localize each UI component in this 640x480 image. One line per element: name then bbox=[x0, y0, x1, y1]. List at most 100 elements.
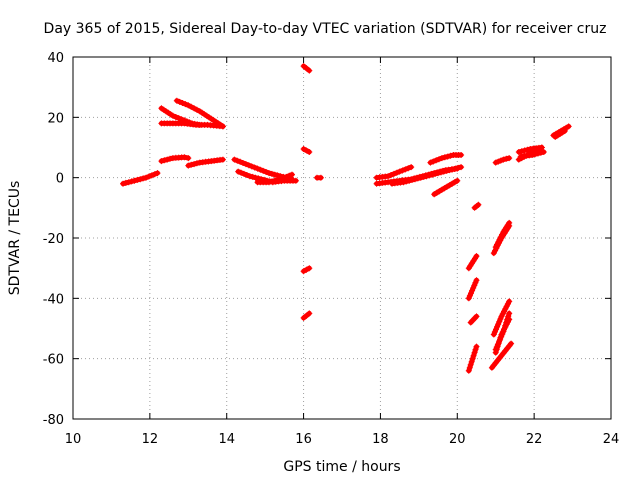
data-point bbox=[436, 156, 442, 163]
data-point bbox=[408, 164, 415, 171]
data-point bbox=[266, 170, 272, 177]
data-point bbox=[432, 170, 439, 177]
y-tick-label: 40 bbox=[47, 51, 64, 66]
data-point bbox=[521, 147, 528, 154]
data-point bbox=[435, 170, 442, 177]
data-series-arc-36 bbox=[552, 127, 568, 140]
data-point bbox=[515, 149, 522, 155]
data-point bbox=[417, 174, 424, 181]
data-point bbox=[193, 160, 200, 167]
data-point bbox=[490, 331, 497, 338]
data-point bbox=[468, 358, 475, 365]
x-tick-labels: 10 12 14 16 18 20 22 24 bbox=[65, 432, 620, 447]
data-point bbox=[409, 176, 416, 183]
data-point bbox=[231, 156, 238, 163]
data-point bbox=[263, 169, 270, 175]
data-point bbox=[219, 123, 226, 130]
data-point bbox=[446, 167, 453, 174]
data-point bbox=[423, 173, 430, 180]
y-tick-label: -20 bbox=[43, 232, 64, 247]
data-point bbox=[470, 352, 477, 359]
data-point bbox=[506, 155, 513, 162]
data-point bbox=[452, 165, 459, 172]
data-point bbox=[475, 201, 482, 208]
plot-frame bbox=[72, 56, 612, 420]
data-point bbox=[176, 98, 183, 105]
data-point bbox=[535, 150, 541, 157]
data-point bbox=[497, 157, 504, 164]
data-series-arc-13 bbox=[300, 265, 313, 275]
data-point bbox=[286, 172, 293, 179]
data-series-arc-29 bbox=[488, 340, 515, 371]
data-point bbox=[403, 178, 410, 185]
data-series-arc-34 bbox=[517, 149, 547, 160]
data-point bbox=[399, 167, 406, 174]
data-point bbox=[219, 156, 226, 163]
data-series-arc-18 bbox=[427, 152, 465, 166]
data-point bbox=[137, 176, 144, 183]
data-series-arc-9 bbox=[254, 171, 295, 186]
data-point bbox=[396, 168, 403, 175]
data-point bbox=[191, 161, 198, 168]
data-point bbox=[175, 115, 182, 122]
data-point bbox=[151, 171, 158, 178]
data-point bbox=[469, 355, 476, 362]
data-point bbox=[248, 163, 255, 170]
data-point bbox=[441, 154, 448, 161]
arc-band bbox=[468, 313, 479, 325]
data-point bbox=[271, 171, 278, 178]
data-point bbox=[493, 346, 500, 353]
data-point bbox=[254, 165, 261, 172]
data-point bbox=[143, 174, 149, 181]
data-point bbox=[508, 340, 515, 347]
data-point bbox=[131, 177, 138, 184]
data-point bbox=[430, 158, 437, 165]
data-point bbox=[472, 346, 479, 353]
data-point bbox=[234, 157, 241, 164]
data-point bbox=[246, 173, 253, 180]
data-point bbox=[388, 172, 394, 178]
data-point bbox=[538, 144, 545, 151]
data-point bbox=[537, 149, 544, 156]
data-point bbox=[167, 155, 173, 162]
data-point bbox=[245, 162, 252, 169]
data-point bbox=[125, 179, 132, 186]
data-point bbox=[120, 180, 126, 187]
x-tick-label: 12 bbox=[142, 432, 159, 447]
data-point bbox=[317, 174, 324, 181]
data-point bbox=[420, 173, 427, 180]
data-point bbox=[257, 166, 264, 173]
data-point bbox=[306, 67, 313, 74]
data-series-arc-31 bbox=[492, 155, 513, 166]
data-point bbox=[497, 316, 504, 322]
data-series-arc-11 bbox=[300, 146, 313, 155]
data-series-arc-14 bbox=[300, 310, 313, 321]
data-point bbox=[412, 176, 418, 183]
chart-title: Day 365 of 2015, Sidereal Day-to-day VTE… bbox=[44, 21, 607, 37]
data-point bbox=[529, 152, 536, 158]
data-point bbox=[266, 179, 272, 186]
data-point bbox=[182, 101, 189, 108]
data-point bbox=[494, 323, 501, 330]
data-point bbox=[455, 164, 462, 171]
data-point bbox=[249, 173, 256, 180]
data-series-arc-15 bbox=[373, 164, 415, 181]
data-point bbox=[271, 177, 278, 184]
data-series-arc-27 bbox=[490, 298, 513, 338]
data-point bbox=[385, 173, 392, 180]
data-point bbox=[172, 114, 179, 120]
data-point bbox=[235, 168, 242, 175]
data-point bbox=[467, 361, 474, 368]
data-point bbox=[390, 170, 397, 177]
data-point bbox=[179, 100, 186, 106]
data-point bbox=[185, 155, 192, 162]
y-tick-label: 20 bbox=[47, 111, 64, 126]
y-axis-title: SDTVAR / TECUs bbox=[7, 181, 23, 296]
data-point bbox=[506, 310, 513, 317]
data-point bbox=[237, 158, 244, 165]
data-point bbox=[518, 148, 525, 155]
x-tick-label: 18 bbox=[372, 432, 389, 447]
data-point bbox=[158, 158, 165, 165]
data-point bbox=[458, 164, 465, 171]
data-point bbox=[473, 343, 480, 350]
